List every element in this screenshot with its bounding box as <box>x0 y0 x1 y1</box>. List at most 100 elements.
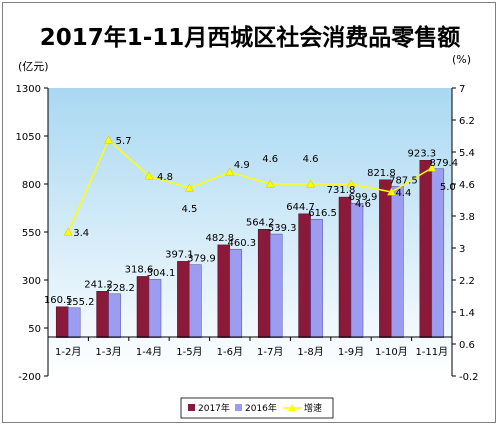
data-label-growth: 4.6 <box>262 154 278 165</box>
growth-marker <box>306 179 316 188</box>
data-label-2017: 644.7 <box>286 202 315 213</box>
bar-2017 <box>96 291 109 338</box>
bar-2016 <box>189 264 202 338</box>
data-label-2017: 318.6 <box>125 264 154 275</box>
growth-line-path <box>67 138 433 233</box>
legend: 2017年 2016年 增速 <box>180 397 334 419</box>
data-labels: 160.5 241.2 318.6 397.1 482.8 564.2 644.7 731.8… <box>44 136 458 308</box>
right-tick-label: 1.4 <box>459 308 475 319</box>
bars <box>55 160 445 338</box>
legend-label-2017: 2017年 <box>198 402 230 414</box>
growth-marker <box>184 183 194 192</box>
growth-marker <box>346 179 356 188</box>
legend-label-2016: 2016年 <box>245 402 277 414</box>
bar-2016 <box>269 233 283 338</box>
bar-2017 <box>298 213 311 338</box>
right-axis-unit: (%) <box>452 53 471 66</box>
data-label-2016: 539.3 <box>268 223 297 234</box>
left-tick-label: 50 <box>28 324 41 335</box>
bar-2016 <box>391 186 404 338</box>
right-tick-label: 5.4 <box>459 148 475 159</box>
data-label-2016: 379.9 <box>187 254 216 265</box>
x-tick-label: 1-7月 <box>257 346 283 358</box>
growth-marker <box>144 171 154 180</box>
data-label-2017: 241.2 <box>84 279 113 290</box>
x-tick-label: 1-6月 <box>217 346 243 358</box>
bar-2016 <box>67 307 81 338</box>
right-tick-label: 4.6 <box>459 180 475 191</box>
data-label-2017: 482.8 <box>205 233 234 244</box>
data-label-2017: 731.8 <box>327 185 356 196</box>
data-label-growth: 5.0 <box>440 182 456 193</box>
bar-2017 <box>338 196 352 338</box>
bar-2016 <box>310 218 323 338</box>
growth-marker <box>427 163 437 172</box>
data-label-growth: 4.4 <box>395 188 411 199</box>
x-tick-label: 1-3月 <box>95 346 121 358</box>
data-label-growth: 4.9 <box>234 160 250 171</box>
data-label-growth: 4.8 <box>157 172 173 183</box>
data-label-2017: 564.2 <box>246 217 275 228</box>
bar-2016 <box>148 278 162 338</box>
bar-2017 <box>419 160 433 338</box>
data-label-2016: 155.2 <box>66 297 95 308</box>
data-label-2016: 616.5 <box>308 208 337 219</box>
data-label-2016: 304.1 <box>147 268 176 279</box>
data-label-2017: 923.3 <box>407 148 436 159</box>
growth-marker <box>225 167 235 176</box>
data-label-2017: 821.8 <box>367 168 396 179</box>
legend-box <box>180 397 334 419</box>
data-label-growth: 4.6 <box>355 199 371 210</box>
bar-2017 <box>55 306 69 338</box>
bar-2016 <box>108 293 121 338</box>
data-label-2016: 787.5 <box>389 175 418 186</box>
data-label-growth: 3.4 <box>73 228 89 239</box>
growth-marker <box>63 227 73 236</box>
bar-2017 <box>177 261 190 338</box>
data-label-2017: 397.1 <box>165 249 194 260</box>
left-tick-label: 550 <box>22 228 41 239</box>
x-tick-label: 1-4月 <box>136 346 162 358</box>
growth-marker <box>265 179 275 188</box>
x-tick-label: 1-9月 <box>338 346 364 358</box>
right-tick-label: 2.2 <box>459 276 475 287</box>
x-tick-label: 1-5月 <box>176 346 202 358</box>
growth-marker <box>386 187 396 196</box>
right-axis: -0.2 0.6 1.4 2.2 3 3.8 4.6 5.4 6.2 7 <box>451 84 479 383</box>
bar-2017 <box>257 229 271 338</box>
data-label-growth: 4.5 <box>181 204 197 215</box>
x-tick-label: 1-10月 <box>375 346 408 358</box>
x-tick-label: 1-2月 <box>55 346 81 358</box>
data-label-growth: 4.6 <box>303 154 319 165</box>
x-axis: 1-2月 1-3月 1-4月 1-5月 1-6月 1-7月 1-8月 1-9月 1-10月 1-1… <box>47 336 453 358</box>
bar-2017 <box>217 244 231 338</box>
left-axis-unit: (亿元) <box>18 60 49 73</box>
bar-2016 <box>350 202 364 338</box>
right-tick-label: 6.2 <box>459 116 475 127</box>
left-tick-label: 300 <box>22 276 41 287</box>
data-label-2017: 160.5 <box>44 295 73 306</box>
growth-line <box>63 135 437 236</box>
left-tick-label: -200 <box>18 372 41 383</box>
growth-marker <box>104 135 114 144</box>
bar-2016 <box>229 248 243 338</box>
bar-2017 <box>379 179 392 338</box>
legend-label-growth: 增速 <box>304 402 322 414</box>
x-tick-label: 1-11月 <box>415 346 448 358</box>
legend-swatch-2017 <box>188 404 195 411</box>
chart-title: 2017年1-11月西城区社会消费品零售额 <box>40 24 461 51</box>
bar-2017 <box>136 276 150 338</box>
data-label-growth: 5.7 <box>116 136 132 147</box>
right-tick-label: 3.8 <box>459 212 475 223</box>
right-tick-label: 3 <box>459 244 465 255</box>
left-tick-label: 800 <box>22 180 41 191</box>
legend-swatch-2016 <box>235 404 242 411</box>
data-label-2016: 460.3 <box>227 238 256 249</box>
bar-2016 <box>431 168 445 338</box>
right-tick-label: 0.6 <box>459 340 475 351</box>
left-tick-label: 1050 <box>16 132 41 143</box>
data-label-2016: 879.4 <box>429 158 458 169</box>
right-tick-label: 7 <box>459 84 465 95</box>
legend-marker-growth <box>288 404 296 411</box>
